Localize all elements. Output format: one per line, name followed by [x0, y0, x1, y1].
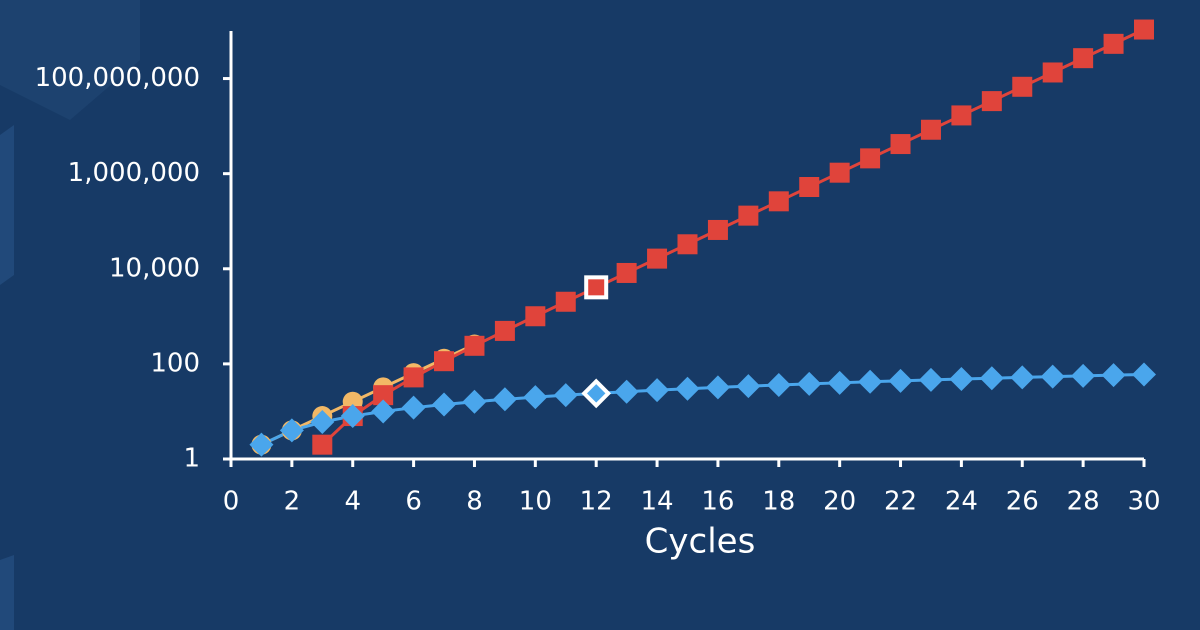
point: [918, 367, 943, 392]
point: [432, 392, 457, 417]
hexagon-decor: [0, 0, 140, 120]
x-tick-label: 28: [1067, 487, 1100, 517]
x-tick-label: 20: [823, 487, 856, 517]
x-tick-label: 30: [1127, 487, 1160, 517]
point: [888, 368, 913, 393]
point: [1040, 364, 1065, 389]
y-tick-label: 100: [150, 348, 200, 378]
x-tick-label: 16: [701, 487, 734, 517]
point: [401, 395, 426, 420]
point: [677, 234, 698, 255]
point: [799, 177, 820, 198]
point: [553, 383, 578, 408]
x-tick-label: 0: [223, 487, 240, 517]
point: [403, 367, 424, 388]
x-tick-label: 12: [580, 487, 613, 517]
x-tick-label: 2: [284, 487, 301, 517]
point: [951, 105, 972, 126]
x-tick-label: 18: [762, 487, 795, 517]
point: [434, 351, 455, 372]
point: [1010, 365, 1035, 390]
point: [312, 434, 333, 455]
point: [768, 191, 789, 212]
point: [494, 320, 515, 341]
point: [523, 385, 548, 410]
point: [1134, 19, 1154, 40]
point: [829, 162, 850, 183]
point: [340, 404, 365, 429]
point: [1103, 33, 1124, 54]
point: [1012, 76, 1033, 97]
point: [858, 369, 883, 394]
point: [464, 335, 485, 356]
point: [645, 378, 670, 403]
point: [1101, 363, 1126, 388]
point: [890, 134, 911, 155]
y-tick-label: 100,000,000: [35, 63, 200, 93]
point: [979, 366, 1004, 391]
point: [1132, 362, 1156, 387]
point: [675, 376, 700, 401]
point: [766, 372, 791, 397]
point: [1042, 62, 1063, 83]
point: [616, 262, 637, 283]
y-tick-label: 1,000,000: [68, 158, 200, 188]
x-tick-label: 14: [641, 487, 674, 517]
x-tick-label: 24: [945, 487, 978, 517]
point: [555, 291, 576, 312]
x-tick-label: 10: [519, 487, 552, 517]
point: [647, 248, 668, 269]
hexagon-decor: [0, 125, 14, 285]
point: [860, 148, 881, 169]
point: [462, 389, 487, 414]
x-tick-label: 4: [344, 487, 361, 517]
x-tick-label: 26: [1006, 487, 1039, 517]
point: [249, 432, 274, 457]
point: [981, 91, 1002, 112]
x-axis-label: Cycles: [645, 522, 756, 562]
point: [797, 371, 822, 396]
point: [738, 205, 759, 226]
point: [920, 119, 941, 140]
point: [949, 367, 974, 392]
point: [525, 306, 546, 327]
point: [310, 409, 335, 434]
point: [707, 219, 728, 240]
x-tick-label: 8: [466, 487, 483, 517]
series-line: [321, 28, 1145, 446]
y-tick-label: 10,000: [109, 253, 200, 283]
x-tick-label: 22: [884, 487, 917, 517]
point: [371, 399, 396, 424]
point: [492, 387, 517, 412]
point: [373, 385, 394, 406]
point: [279, 418, 304, 443]
hexagon-decor: [0, 555, 14, 630]
point: [584, 275, 609, 300]
point: [705, 375, 730, 400]
x-tick-label: 6: [405, 487, 422, 517]
point: [1073, 48, 1094, 69]
point: [581, 378, 612, 409]
y-tick-label: 1: [183, 444, 200, 474]
point: [736, 374, 761, 399]
point: [1071, 363, 1096, 388]
point: [614, 379, 639, 404]
point: [827, 370, 852, 395]
